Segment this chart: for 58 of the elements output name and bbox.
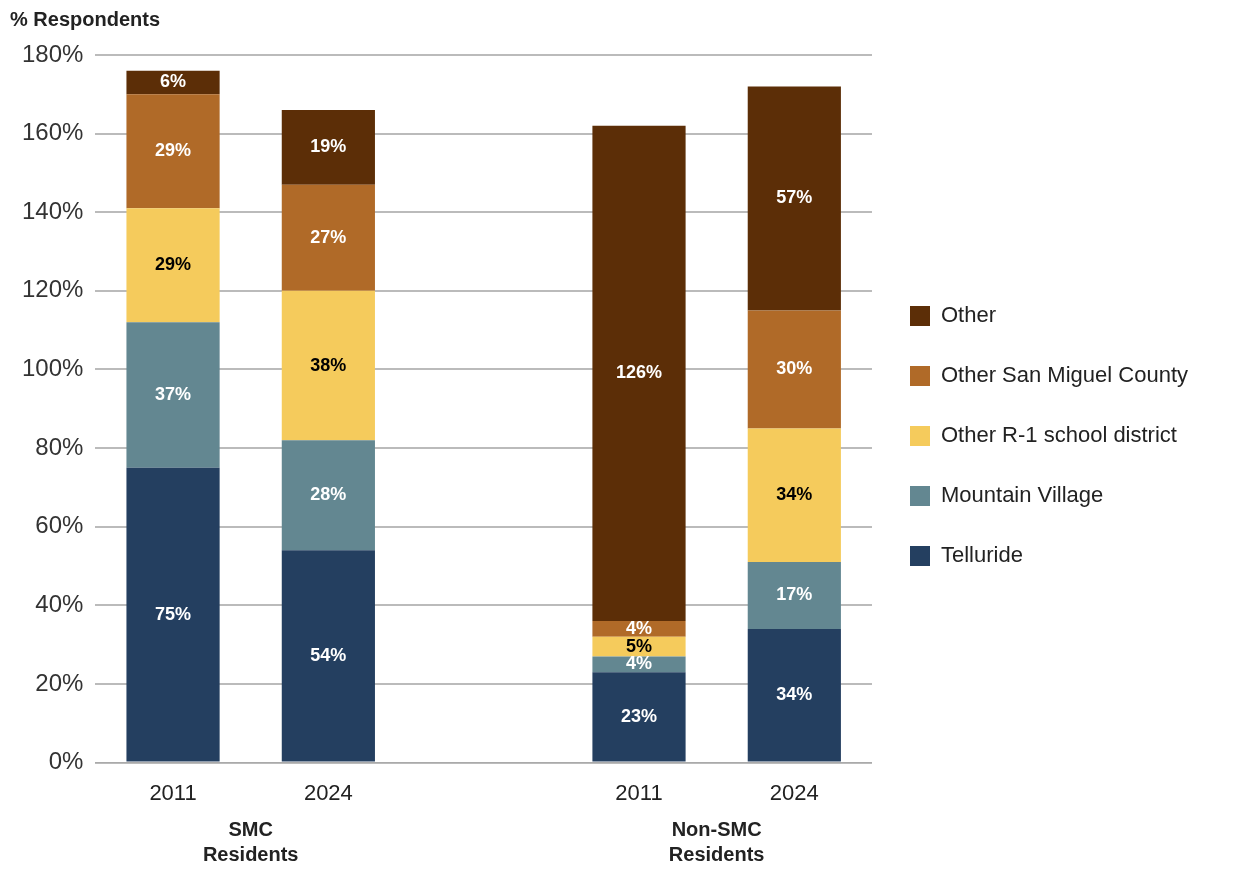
bar xyxy=(747,86,841,311)
data-label: 34% xyxy=(776,484,813,505)
legend-label: Other San Miguel County xyxy=(940,362,1189,388)
bar xyxy=(281,110,375,185)
data-label: 27% xyxy=(310,226,347,247)
legend-label: Other xyxy=(940,302,997,328)
data-label: 17% xyxy=(776,584,813,605)
y-tick-label: 180% xyxy=(21,39,84,67)
legend-label: Telluride xyxy=(940,542,1023,568)
bar xyxy=(126,208,220,323)
data-label: 4% xyxy=(626,617,653,638)
bar xyxy=(126,322,220,468)
data-label: 54% xyxy=(310,644,347,665)
bar xyxy=(281,440,375,551)
bar xyxy=(281,550,375,762)
y-tick-label: 80% xyxy=(35,432,84,460)
y-tick-label: 40% xyxy=(35,589,84,617)
y-axis-title: % Respondents xyxy=(10,8,161,31)
data-label: 5% xyxy=(626,635,653,656)
text: SMC Residents xyxy=(202,818,299,866)
bar xyxy=(126,467,220,762)
data-label: 19% xyxy=(310,136,347,157)
bar xyxy=(747,310,841,429)
data-label: 75% xyxy=(155,603,192,624)
legend-label: Mountain Village xyxy=(940,482,1104,508)
x-tick-label: 2024 xyxy=(303,779,353,805)
data-label: 6% xyxy=(160,71,187,92)
data-label: 28% xyxy=(310,484,347,505)
data-label: 23% xyxy=(620,705,658,726)
y-tick-label: 60% xyxy=(35,511,84,539)
data-label: 29% xyxy=(155,254,192,275)
y-tick-label: 100% xyxy=(21,354,84,382)
y-tick-label: 160% xyxy=(21,118,84,146)
text: Non-SMC Residents xyxy=(668,818,765,866)
y-tick-label: 0% xyxy=(48,747,84,775)
bar xyxy=(747,562,841,629)
x-tick-label: 2011 xyxy=(149,779,197,805)
bar xyxy=(281,184,375,291)
bar xyxy=(281,290,375,441)
y-tick-label: 140% xyxy=(21,196,84,224)
data-label: 126% xyxy=(615,362,663,383)
x-tick-label: 2024 xyxy=(769,779,819,805)
x-tick-label: 2011 xyxy=(615,779,663,805)
bar xyxy=(592,672,686,762)
data-label: 37% xyxy=(155,384,192,405)
y-tick-label: 120% xyxy=(21,275,84,303)
data-label: 4% xyxy=(626,653,653,674)
data-label: 34% xyxy=(776,684,813,705)
data-label: 29% xyxy=(155,140,192,161)
legend-label: Other R-1 school district xyxy=(940,422,1177,448)
bar xyxy=(126,94,220,209)
bar xyxy=(747,628,841,762)
bar xyxy=(592,125,686,622)
data-label: 38% xyxy=(310,354,347,375)
bar xyxy=(747,428,841,563)
y-tick-label: 20% xyxy=(35,668,84,696)
data-label: 30% xyxy=(776,358,813,379)
data-label: 57% xyxy=(776,187,813,208)
